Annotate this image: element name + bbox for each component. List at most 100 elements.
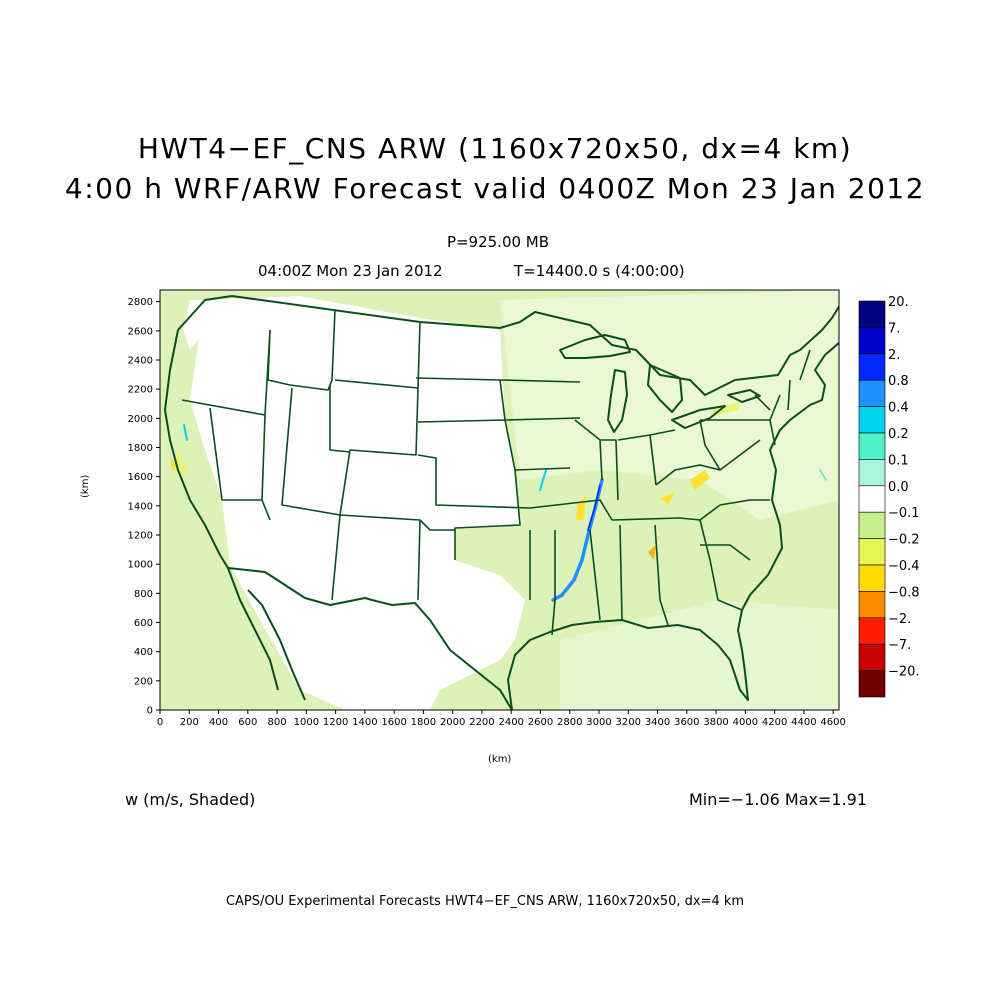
mexico-coast [227,567,306,701]
updraft-core [587,484,601,531]
x-tick-label: 2200 [469,717,494,728]
x-tick-label: 800 [268,717,287,728]
x-tick-label: 3800 [703,717,728,728]
time-step: T=14400.0 s (4:00:00) [514,262,685,280]
lake-ontario [727,389,761,403]
title-line-2: 4:00 h WRF/ARW Forecast valid 0400Z Mon … [64,172,926,205]
mexico-border [227,567,513,710]
min-max-label: Min=−1.06 Max=1.91 [689,790,868,809]
y-tick-label: 1200 [128,531,153,542]
pressure-level: P=925.00 MB [446,233,550,251]
canada-border [177,295,839,396]
valid-time: 04:00Z Mon 23 Jan 2012 [258,262,443,280]
gulf-coast [507,609,749,710]
colorbar-swatch [858,459,886,487]
x-tick-label: 1000 [294,717,319,728]
x-tick-label: 1400 [352,717,377,728]
colorbar-swatch [858,353,886,381]
y-tick-label: 2600 [128,326,153,337]
x-tick-label: 400 [209,717,228,728]
colorbar-swatch [858,379,886,407]
colorbar-label: −0.4 [888,559,920,574]
lake-huron [647,364,683,413]
updraft-wcoast [183,424,188,441]
shade-neg-ca [175,450,188,478]
colorbar-label: 7. [888,321,900,336]
y-tick-label: 2400 [128,356,153,367]
x-tick-label: 3400 [645,717,670,728]
y-tick-label: 200 [134,676,153,687]
atlantic-coast [741,341,839,611]
variable-label: w (m/s, Shaded) [125,790,256,809]
shade-neg-ny [712,402,740,416]
x-tick-label: 2000 [440,717,465,728]
colorbar-swatch [858,643,886,671]
x-tick-label: 600 [238,717,257,728]
colorbar-swatch [858,485,886,513]
shading-layer [170,290,839,710]
x-tick-label: 3600 [674,717,699,728]
y-tick-label: 0 [147,706,153,717]
y-tick-label: 2000 [128,414,153,425]
pacific-coast [164,329,229,569]
x-tick-label: 0 [157,717,163,728]
x-tick-label: 1200 [323,717,348,728]
colorbar-swatch [858,406,886,434]
title-line-1: HWT4−EF_CNS ARW (1160x720x50, dx=4 km) [137,132,853,165]
colorbar: 20. 7. 2. 0.8 0.4 0.2 0.1 0.0 −0.1 −0.2 −0.4 −0.8 −2… [858,295,920,698]
colorbar-label: −0.8 [888,585,920,600]
colorbar-label: −20. [888,665,920,680]
light-shade-gulf [560,600,839,710]
x-tick-label: 4200 [762,717,787,728]
x-tick-label: 2600 [528,717,553,728]
x-tick-label: 3200 [616,717,641,728]
colorbar-label: −2. [888,612,911,627]
neutral-region-west [190,296,525,710]
x-axis-label: (km) [488,754,512,765]
state-lines [181,309,811,636]
shade-neg-ca-coast [170,455,176,472]
updraft-ar [539,469,547,491]
map-boundaries [164,295,839,710]
x-tick-label: 3000 [586,717,611,728]
colorbar-swatch [858,591,886,619]
lake-erie [671,405,726,429]
x-tick-label: 1600 [381,717,406,728]
neutral-region-nw [183,300,215,350]
shade-neg-al [648,545,656,560]
light-shade-east [500,290,839,520]
x-tick-label: 200 [180,717,199,728]
colorbar-label: −0.1 [888,506,920,521]
lake-michigan [607,369,628,433]
shade-neg-tn [690,470,710,490]
colorbar-label: −7. [888,638,911,653]
y-tick-label: 1400 [128,501,153,512]
y-tick-label: 2200 [128,385,153,396]
colorbar-label: 0.0 [888,480,909,495]
colorbar-swatch [858,670,886,698]
y-tick-label: 2800 [128,297,153,308]
x-tick-label: 2400 [498,717,523,728]
footer-credit: CAPS/OU Experimental Forecasts HWT4−EF_C… [225,894,745,909]
colorbar-swatch [858,617,886,645]
x-axis: 0 200 400 600 800 1000 1200 1400 1600 1800 2000 220… [157,710,846,728]
x-tick-label: 1800 [411,717,436,728]
colorbar-label: 0.8 [888,374,909,389]
x-tick-label: 2800 [557,717,582,728]
colorbar-swatch [858,564,886,592]
colorbar-label: −0.2 [888,533,920,548]
colorbar-label: 20. [888,295,909,310]
x-tick-label: 4600 [820,717,845,728]
y-tick-label: 400 [134,647,153,658]
x-tick-label: 4000 [733,717,758,728]
y-tick-label: 1800 [128,443,153,454]
shade-neg-ky [660,492,675,505]
colorbar-swatch [858,432,886,460]
x-tick-label: 4400 [791,717,816,728]
y-axis: 0 200 400 600 800 1000 1200 1400 1600 1800 2000 220… [128,297,160,717]
colorbar-swatch [858,327,886,355]
y-tick-label: 1000 [128,560,153,571]
colorbar-swatch [858,511,886,539]
y-tick-label: 600 [134,618,153,629]
